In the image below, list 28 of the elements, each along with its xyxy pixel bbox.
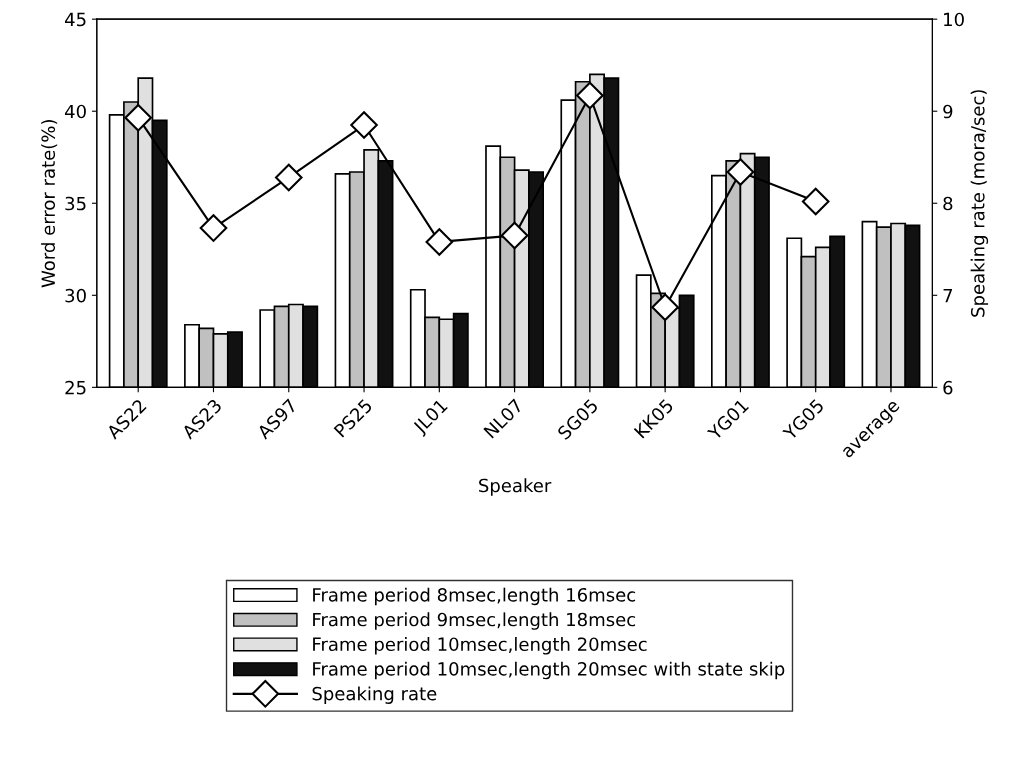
point [801, 187, 830, 216]
y-tick-label: 45 [64, 12, 86, 27]
point [576, 81, 604, 110]
legend-label: Frame period 10msec,length 20msec with state skip [313, 661, 785, 680]
legend-label: Frame period 8msec,length 16msec [313, 587, 636, 606]
y2-axis-title: Speaking rate (mora/sec) [970, 90, 989, 317]
y-tick-label: 25 [65, 380, 86, 395]
y-tick-label: 30 [65, 288, 86, 303]
point [500, 221, 529, 250]
y2-tick-label: 6 [943, 380, 953, 395]
point [199, 214, 228, 242]
point [425, 228, 454, 256]
y-axis-title: Word error rate(%) [41, 120, 58, 288]
point [350, 111, 378, 139]
point [274, 163, 303, 192]
point [651, 293, 679, 322]
y2-tick-label: 10 [944, 12, 964, 27]
legend-label: Speaking rate [312, 686, 437, 704]
x-axis-title: Speaker [479, 478, 552, 496]
y-tick-label: 35 [65, 196, 86, 211]
y2-tick-label: 8 [943, 196, 953, 211]
point [726, 158, 755, 186]
y2-tick-label: 7 [943, 288, 953, 303]
point [124, 103, 153, 132]
y-tick-label: 40 [64, 104, 86, 119]
legend-label: Frame period 9msec,length 18msec [313, 612, 636, 630]
legend-label: Frame period 10msec,length 20msec [313, 637, 647, 655]
y2-tick-label: 9 [943, 104, 953, 119]
